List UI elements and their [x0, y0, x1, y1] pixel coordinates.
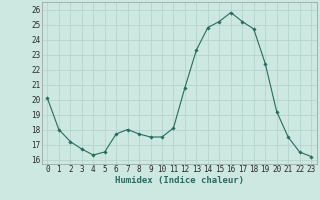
X-axis label: Humidex (Indice chaleur): Humidex (Indice chaleur)	[115, 176, 244, 185]
